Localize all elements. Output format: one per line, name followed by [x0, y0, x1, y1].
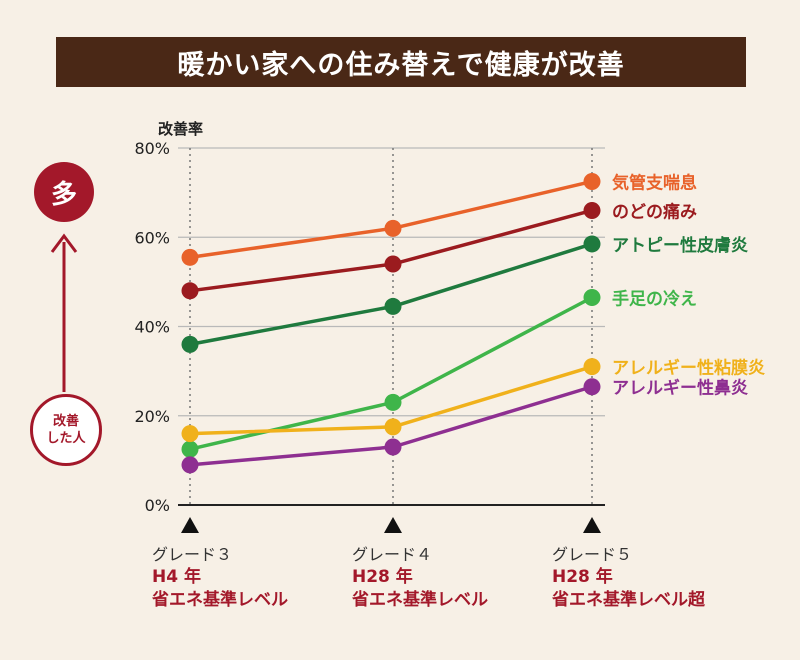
series-label: アレルギー性鼻炎	[612, 378, 748, 399]
category-label: グレード４ H28 年省エネ基準レベル	[352, 543, 488, 612]
data-point	[583, 172, 601, 190]
data-point	[181, 440, 199, 458]
grade-level: 省エネ基準レベル	[152, 590, 288, 610]
category-label: グレード５ H28 年省エネ基準レベル超	[552, 543, 705, 612]
series-line	[189, 179, 593, 260]
data-point	[181, 456, 199, 474]
y-tick-label: 60%	[134, 228, 170, 247]
data-point	[384, 393, 402, 411]
improved-label-line1: 改善	[52, 414, 79, 429]
data-point	[384, 418, 402, 436]
triangle-marker-icon	[181, 517, 199, 533]
y-tick-label: 20%	[134, 407, 170, 426]
data-point	[583, 201, 601, 219]
data-point	[384, 219, 402, 237]
series-label: のどの痛み	[612, 201, 697, 222]
chart-title: 暖かい家への住み替えで健康が改善	[56, 37, 746, 87]
grade-year: H4 年	[152, 567, 201, 587]
data-point	[181, 282, 199, 300]
triangle-marker-icon	[384, 517, 402, 533]
data-point	[583, 235, 601, 253]
data-point	[384, 438, 402, 456]
up-arrow-icon	[50, 233, 78, 392]
y-tick-label: 40%	[134, 318, 170, 337]
y-tick-label: 0%	[145, 496, 170, 515]
y-tick-label: 80%	[134, 139, 170, 158]
grade-level: 省エネ基準レベル	[352, 590, 488, 610]
grade-year: H28 年	[552, 567, 613, 587]
category-label: グレード３ H4 年省エネ基準レベル	[152, 543, 288, 612]
grade-name: グレード３	[152, 545, 233, 564]
data-point	[384, 255, 402, 273]
data-point	[181, 335, 199, 353]
data-point	[583, 378, 601, 396]
data-point	[583, 358, 601, 376]
series-label: アトピー性皮膚炎	[612, 235, 748, 256]
data-point	[583, 288, 601, 306]
improved-people-badge: 改善 した人	[30, 394, 102, 466]
data-point	[181, 248, 199, 266]
series-label: 気管支喘息	[611, 172, 697, 193]
many-badge: 多	[34, 162, 94, 222]
grade-name: グレード５	[552, 545, 633, 564]
triangle-marker-icon	[583, 517, 601, 533]
improved-label-line2: した人	[46, 431, 86, 446]
y-axis-label: 改善率	[158, 120, 204, 138]
series-label: 手足の冷え	[612, 288, 697, 309]
grade-name: グレード４	[352, 545, 433, 564]
series-label: アレルギー性粘膜炎	[612, 358, 765, 379]
grade-level: 省エネ基準レベル超	[552, 590, 705, 610]
data-point	[384, 297, 402, 315]
grade-year: H28 年	[352, 567, 413, 587]
data-point	[181, 425, 199, 443]
